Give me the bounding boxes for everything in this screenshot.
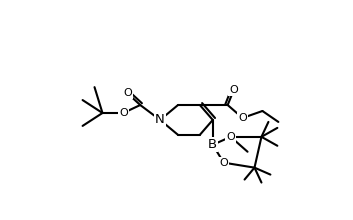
Text: B: B [208, 138, 217, 151]
Text: N: N [155, 114, 165, 126]
Text: O: O [219, 158, 228, 168]
Text: O: O [226, 132, 235, 142]
Text: O: O [123, 88, 132, 98]
Text: O: O [119, 108, 128, 118]
Text: O: O [238, 113, 247, 123]
Text: O: O [229, 85, 238, 95]
